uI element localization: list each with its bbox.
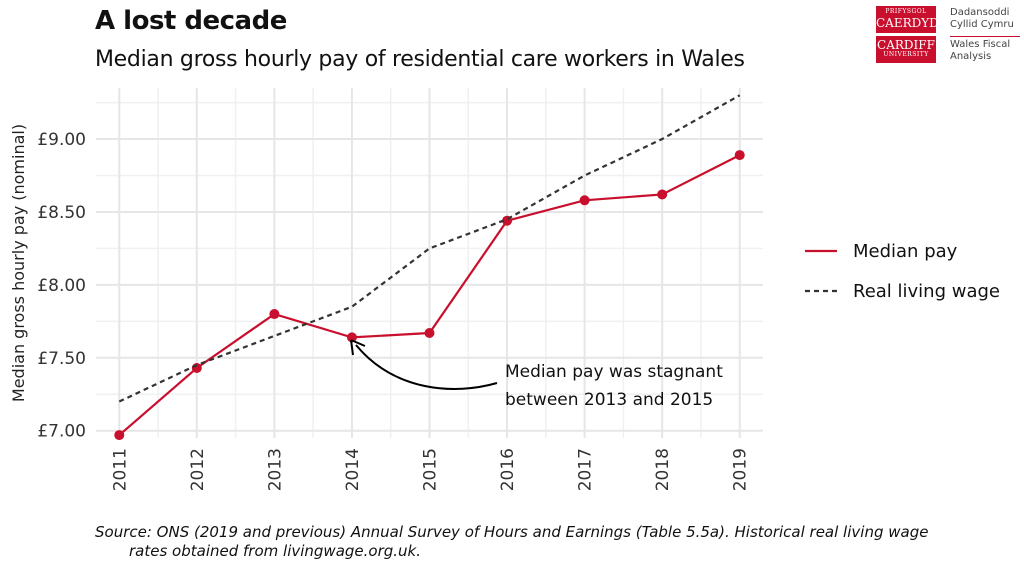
y-tick-label: £7.00	[37, 422, 86, 442]
x-tick-label: 2011	[110, 448, 130, 491]
logo-box-welsh-line2: CAERDYDD	[876, 16, 949, 30]
y-tick-label: £8.50	[37, 203, 86, 223]
chart-subtitle: Median gross hourly pay of residential c…	[95, 47, 745, 72]
x-axis-ticks: 2011 2012 2013 2014 2015 2016 2017 2018 2019	[110, 448, 750, 491]
grid-lines	[96, 88, 763, 438]
y-axis-ticks: £7.00 £7.50 £8.00 £8.50 £9.00	[37, 130, 86, 442]
logo-box-english-line1: CARDIFF	[877, 38, 935, 52]
logo-text-welsh-1: Dadansoddi	[950, 7, 1010, 18]
logo-text-welsh-2: Cyllid Cymru	[950, 19, 1014, 30]
x-tick-label: 2019	[731, 448, 751, 491]
data-point-median-pay	[734, 150, 745, 161]
x-tick-label: 2015	[421, 448, 441, 491]
data-point-median-pay	[579, 195, 590, 206]
source-line1: Source: ONS (2019 and previous) Annual S…	[95, 523, 929, 541]
data-point-median-pay	[269, 309, 280, 320]
logo-divider	[950, 36, 1020, 37]
y-tick-label: £8.00	[37, 276, 86, 296]
annotation-line2: between 2013 and 2015	[505, 390, 713, 410]
legend: Median pay Real living wage	[805, 241, 1000, 302]
y-tick-label: £9.00	[37, 130, 86, 150]
data-point-median-pay	[657, 189, 668, 200]
legend-label-median-pay: Median pay	[853, 241, 958, 262]
logo-text-welsh: Dadansoddi Cyllid Cymru	[950, 7, 1014, 31]
x-tick-label: 2014	[343, 448, 363, 491]
data-point-median-pay	[424, 328, 435, 338]
logo-box-english: CARDIFF UNIVERSITY	[876, 36, 936, 63]
data-point-median-pay	[114, 430, 125, 441]
annotation-line1: Median pay was stagnant	[505, 362, 723, 382]
line-chart: £7.00£7.50£8.00£8.50£9.00 2011 2012 2013 20…	[9, 88, 1000, 491]
series-line-real-living-wage	[118, 94, 741, 403]
logo-text-english: Wales Fiscal Analysis	[950, 39, 1010, 63]
x-tick-label: 2017	[576, 448, 596, 491]
annotation-arrowhead	[350, 339, 366, 356]
data-point-median-pay	[346, 332, 357, 343]
annotation-arrow	[355, 344, 498, 390]
logo-box-welsh-line1: PRIFYSGOL	[885, 8, 927, 15]
logo-box-welsh: PRIFYSGOL CAERDYDD	[876, 6, 949, 33]
legend-label-real-living-wage: Real living wage	[853, 281, 1000, 302]
logo-box-english-line2: UNIVERSITY	[883, 51, 929, 58]
y-axis-label: Median gross hourly pay (nominal)	[9, 124, 28, 402]
x-tick-label: 2018	[653, 448, 673, 491]
x-tick-label: 2013	[265, 448, 285, 491]
chart-title: A lost decade	[95, 6, 287, 36]
logo-text-english-2: Analysis	[950, 51, 992, 62]
source-line2: rates obtained from livingwage.org.uk.	[129, 542, 422, 560]
logo-text-english-1: Wales Fiscal	[950, 39, 1011, 50]
x-tick-label: 2012	[188, 448, 208, 491]
series-group	[114, 94, 745, 441]
university-logo: PRIFYSGOL CAERDYDD CARDIFF UNIVERSITY Da…	[876, 5, 1021, 63]
y-tick-label: £7.50	[37, 349, 86, 369]
source-note: Source: ONS (2019 and previous) Annual S…	[95, 523, 1015, 561]
x-tick-label: 2016	[498, 448, 518, 491]
annotation: Median pay was stagnant between 2013 and…	[350, 339, 723, 410]
